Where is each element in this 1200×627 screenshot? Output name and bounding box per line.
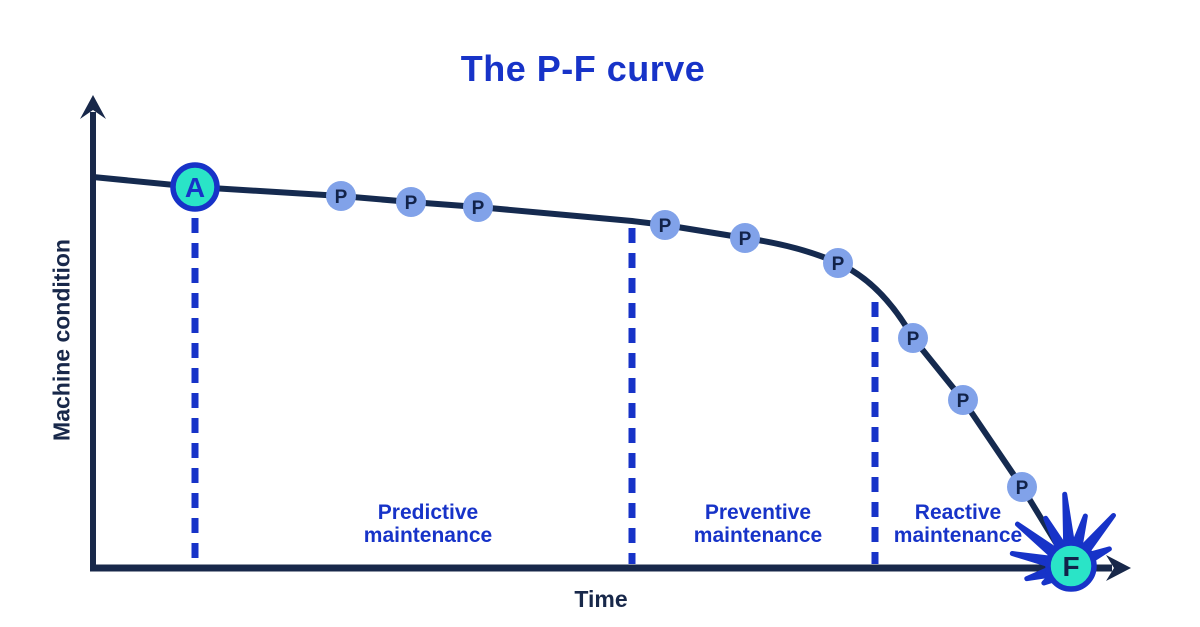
a-marker-label: A xyxy=(185,172,205,203)
degradation-curve xyxy=(90,174,1067,559)
a-marker xyxy=(170,162,220,212)
p-marker-2 xyxy=(463,192,493,222)
p-marker-label-4: P xyxy=(739,229,752,250)
page-title: The P-F curve xyxy=(460,48,706,89)
region-label-reactive-maintenance: Reactive maintenance xyxy=(893,501,1023,547)
p-marker-0 xyxy=(326,181,356,211)
region-label-predictive-maintenance: Predictive maintenance xyxy=(363,501,493,547)
p-marker-label-5: P xyxy=(832,254,845,275)
p-marker-5 xyxy=(823,248,853,278)
f-marker-label: F xyxy=(1062,551,1079,582)
p-marker-label-0: P xyxy=(335,187,348,208)
p-marker-label-7: P xyxy=(957,391,970,412)
p-marker-label-8: P xyxy=(1016,478,1029,499)
region-label-preventive-maintenance: Preventive maintenance xyxy=(693,501,823,547)
p-marker-7 xyxy=(948,385,978,415)
p-marker-label-6: P xyxy=(907,329,920,350)
p-marker-8 xyxy=(1007,472,1037,502)
p-marker-4 xyxy=(730,223,760,253)
p-marker-3 xyxy=(650,210,680,240)
p-marker-label-1: P xyxy=(405,193,418,214)
x-axis-arrowhead-icon xyxy=(1106,555,1131,581)
p-marker-1 xyxy=(396,187,426,217)
p-marker-label-2: P xyxy=(472,198,485,219)
x-axis-label: Time xyxy=(574,586,628,612)
f-marker xyxy=(1045,540,1097,592)
y-axis-arrowhead-icon xyxy=(80,95,106,119)
p-marker-label-3: P xyxy=(659,216,672,237)
y-axis-label: Machine condition xyxy=(48,239,75,441)
p-marker-6 xyxy=(898,323,928,353)
